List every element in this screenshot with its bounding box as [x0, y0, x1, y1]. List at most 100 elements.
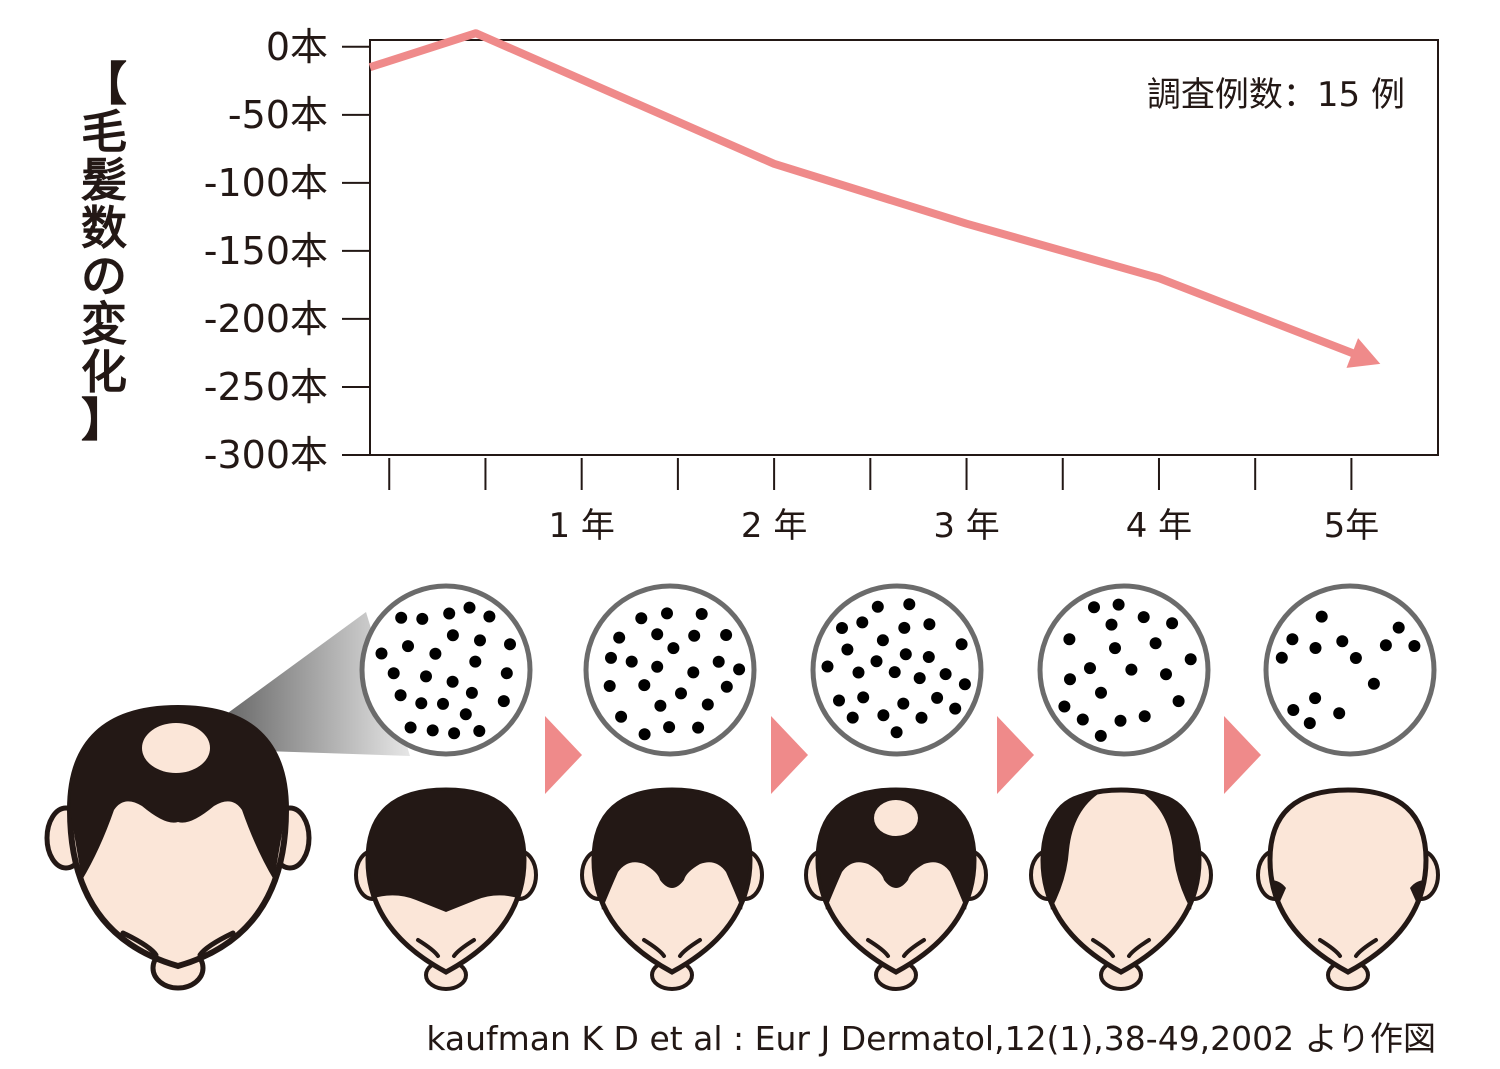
- hair-follicle-dot: [613, 631, 626, 644]
- magnifier-lens: [1037, 583, 1211, 757]
- hair-follicle-dot: [443, 607, 456, 620]
- head-stage-5: [1258, 790, 1438, 989]
- hair-follicle-dot: [615, 710, 628, 723]
- hair-follicle-dot: [483, 610, 496, 623]
- hair-follicle-dot: [625, 655, 638, 668]
- y-tick-label: -250本: [204, 365, 328, 409]
- y-axis: 0本 -50本 -100本 -150本 -200本 -250本 -300本: [204, 25, 370, 477]
- x-tick-label: 5年: [1324, 506, 1380, 546]
- hair-follicle-dot: [1315, 610, 1328, 623]
- hair-count-chart: 【毛髪数の変化】 0本 -50本 -100本 -150本 -200本 -250本 -300本…: [81, 25, 1439, 546]
- hair-follicle-dot: [654, 699, 667, 712]
- hair-follicle-dot: [404, 721, 417, 734]
- hair-follicle-dot: [1088, 601, 1100, 614]
- hair-follicle-dot: [695, 608, 708, 620]
- hair-follicle-dot: [1286, 633, 1299, 646]
- head-stage-2: [582, 790, 762, 989]
- y-title-char: 】: [81, 393, 127, 447]
- hair-follicle-dot: [1379, 639, 1392, 652]
- hair-follicle-dot: [1287, 704, 1300, 716]
- hair-follicle-dot: [446, 675, 459, 688]
- hair-follicle-dot: [605, 651, 617, 664]
- large-head: [44, 704, 312, 991]
- hair-follicle-dot: [1094, 729, 1107, 742]
- plot-frame: [369, 39, 1439, 456]
- series-layer: [368, 29, 1381, 368]
- hair-follicle-dot: [903, 598, 916, 611]
- hair-follicle-dot: [856, 616, 869, 629]
- progression-arrows: [545, 716, 1261, 794]
- hair-follicle-dot: [1125, 663, 1138, 676]
- x-tick-label: 1 年: [548, 506, 614, 546]
- hair-follicle-dot: [603, 680, 616, 692]
- hair-follicle-dot: [939, 668, 952, 681]
- hair-follicle-dot: [958, 678, 971, 691]
- magnifier-1: [359, 583, 533, 757]
- magnifier-4: [1037, 583, 1211, 757]
- x-tick-label: 2 年: [741, 506, 807, 546]
- hair-follicle-dot: [1064, 673, 1076, 686]
- hair-follicle-dot: [667, 642, 680, 655]
- hair-follicle-dot: [1149, 637, 1162, 650]
- hair-follicle-dot: [459, 708, 472, 721]
- y-title-char: 毛: [81, 105, 127, 159]
- hair-follicle-dot: [949, 702, 962, 715]
- hair-follicle-dot: [1309, 642, 1322, 654]
- hair-follicle-dot: [701, 698, 714, 711]
- x-tick-label: 3 年: [933, 506, 999, 546]
- series-arrowhead: [1346, 338, 1381, 368]
- hair-follicle-dot: [913, 672, 926, 685]
- hair-follicle-dot: [733, 663, 746, 676]
- hair-follicle-dot: [1333, 707, 1346, 720]
- y-title-char: 数: [81, 201, 127, 255]
- hair-follicle-dot: [429, 647, 442, 660]
- magnifier-lens: [359, 583, 533, 757]
- x-axis: 1 年 2 年 3 年 4 年 5年: [388, 458, 1380, 546]
- hair-follicle-dot: [426, 724, 439, 737]
- hair-follicle-dot: [474, 634, 486, 647]
- hair-follicle-dot: [870, 655, 883, 668]
- hair-follicle-dot: [446, 629, 459, 642]
- hair-follicle-dot: [876, 634, 889, 647]
- progression-arrow: [771, 716, 808, 794]
- hair-follicle-dot: [899, 648, 912, 661]
- hair-follicle-dot: [420, 670, 432, 683]
- hair-follicle-dot: [465, 686, 478, 699]
- x-tick-label: 4 年: [1126, 506, 1192, 546]
- hair-follicle-dot: [395, 611, 408, 624]
- magnifier-5: [1263, 583, 1437, 757]
- hair-follicle-dot: [1309, 692, 1322, 705]
- hair-follicle-dot: [638, 679, 651, 692]
- hair-follicle-dot: [1058, 700, 1071, 713]
- head-stage-1: [356, 790, 536, 989]
- y-tick-label: -50本: [228, 93, 328, 137]
- hair-follicle-dot: [394, 689, 407, 702]
- y-title-char: 化: [81, 345, 127, 399]
- thinning-spot: [142, 723, 210, 773]
- hair-follicle-dot: [871, 600, 884, 613]
- hair-follicle-dot: [1303, 717, 1316, 730]
- y-tick-label: -100本: [204, 161, 328, 205]
- hair-follicle-dot: [416, 612, 429, 625]
- hair-follicle-dot: [463, 601, 476, 614]
- hair-follicle-dot: [1349, 652, 1362, 664]
- hair-follicle-dot: [1166, 617, 1179, 630]
- hair-follicle-dot: [415, 697, 428, 710]
- hair-follicle-dot: [635, 612, 648, 625]
- hair-follicle-dot: [473, 725, 486, 737]
- hair-follicle-dot: [638, 728, 651, 741]
- hair-follicle-dot: [1184, 653, 1197, 666]
- magnifier-lens: [1263, 583, 1437, 757]
- y-tick-label: -200本: [204, 297, 328, 341]
- hair-follicle-dot: [852, 666, 865, 679]
- hair-follicle-dot: [1112, 598, 1125, 611]
- hair-follicle-dot: [651, 660, 664, 673]
- hair-loss-illustration: [44, 583, 1438, 991]
- hair-follicle-dot: [437, 697, 449, 710]
- hair-follicle-dot: [448, 727, 461, 740]
- citation: kaufman K D et al : Eur J Dermatol,12(1)…: [426, 1019, 1436, 1058]
- hair-follicle-dot: [1105, 618, 1118, 631]
- progression-arrow: [545, 716, 582, 794]
- hair-follicle-dot: [497, 695, 510, 708]
